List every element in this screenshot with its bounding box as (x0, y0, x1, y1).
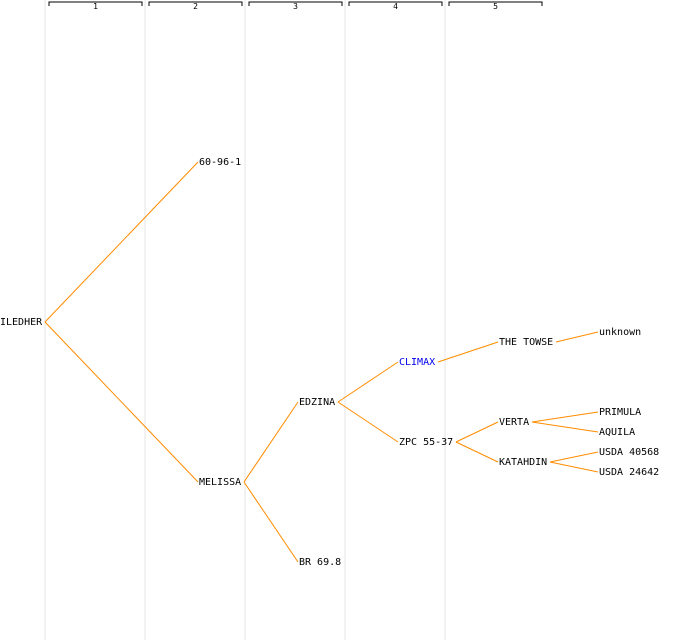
edge-n3-to-n5 (337, 361, 399, 403)
edge-n9-to-n14 (549, 461, 599, 473)
edge-n6-to-n9 (455, 441, 499, 463)
node-label-n12: AQUILA (599, 427, 635, 438)
column-divider-4 (344, 0, 346, 640)
node-label-n1: 60-96-1 (199, 157, 241, 168)
column-number-4: 4 (393, 2, 398, 11)
column-bracket-4 (348, 1, 443, 6)
node-label-n7: THE TOWSE (499, 337, 553, 348)
node-label-n6: ZPC 55-37 (399, 437, 453, 448)
column-number-1: 1 (93, 2, 98, 11)
node-label-n4: BR 69.8 (299, 557, 341, 568)
edge-n3-to-n6 (337, 401, 399, 443)
column-divider-2 (144, 0, 146, 640)
column-divider-1 (44, 0, 46, 640)
node-label-n14: USDA 24642 (599, 467, 659, 478)
column-number-5: 5 (493, 2, 498, 11)
edge-root-to-n2 (44, 321, 199, 483)
edge-n8-to-n12 (531, 421, 599, 433)
edge-n2-to-n3 (243, 401, 299, 483)
column-bracket-1 (48, 1, 143, 6)
column-divider-3 (244, 0, 246, 640)
node-label-n2: MELISSA (199, 477, 241, 488)
node-label-n5[interactable]: CLIMAX (399, 357, 435, 368)
edge-root-to-n1 (44, 161, 199, 323)
node-label-n10: unknown (599, 327, 641, 338)
column-bracket-3 (248, 1, 343, 6)
column-bands (44, 0, 446, 640)
edge-n8-to-n11 (531, 411, 599, 423)
node-label-n13: USDA 40568 (599, 447, 659, 458)
edge-n6-to-n8 (455, 421, 499, 443)
column-headers: 1 2 3 4 5 (48, 1, 543, 11)
edge-n2-to-n4 (243, 481, 299, 563)
node-label-n3: EDZINA (299, 397, 335, 408)
column-divider-5 (444, 0, 446, 640)
node-label-n8: VERTA (499, 417, 529, 428)
node-label-n11: PRIMULA (599, 407, 641, 418)
column-number-3: 3 (293, 2, 298, 11)
column-bracket-2 (148, 1, 243, 6)
column-number-2: 2 (193, 2, 198, 11)
column-bracket-5 (448, 1, 543, 6)
node-label-root: ILEDHER (0, 317, 43, 328)
edge-n5-to-n7 (437, 341, 499, 363)
node-label-n9: KATAHDIN (499, 457, 547, 468)
edge-n7-to-n10 (555, 331, 599, 343)
tree-edges (44, 161, 599, 563)
node-labels: ILEDHER 60-96-1 MELISSA EDZINA BR 69.8 CLIMAX… (0, 157, 659, 568)
edge-n9-to-n13 (549, 451, 599, 463)
